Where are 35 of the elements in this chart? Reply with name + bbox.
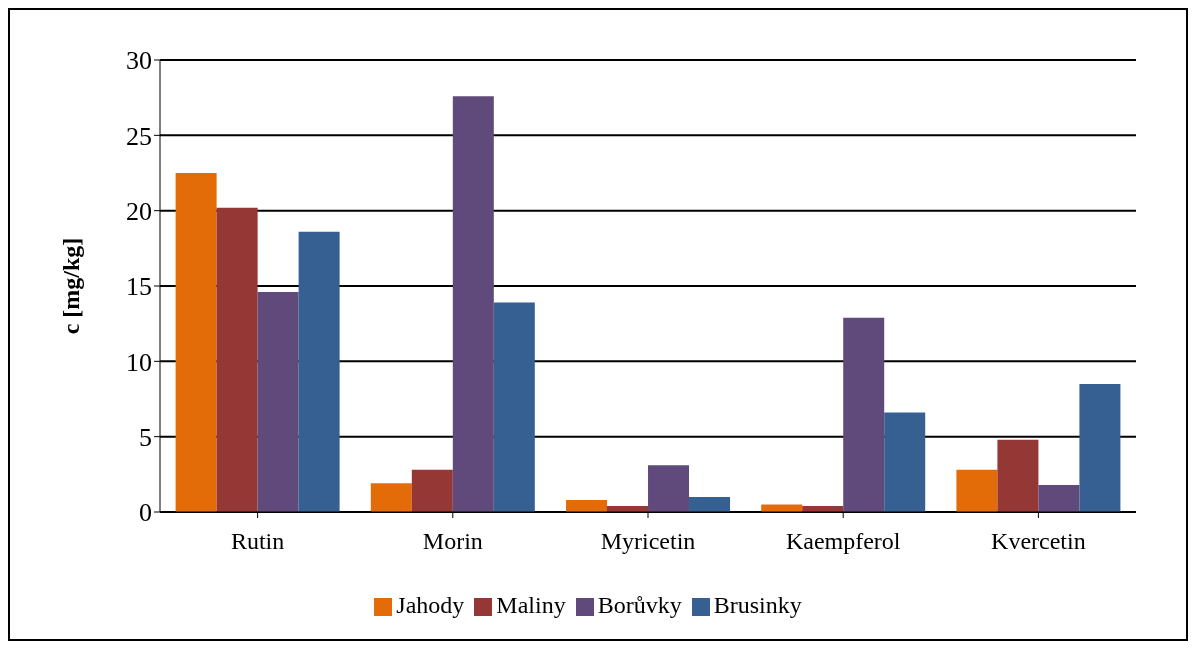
bar xyxy=(884,412,926,512)
y-axis-title: c [mg/kg] xyxy=(57,237,84,335)
bar xyxy=(175,173,217,512)
bar xyxy=(1038,484,1080,512)
bar xyxy=(689,496,731,512)
bar xyxy=(648,465,690,512)
x-tick-label: Myricetin xyxy=(600,528,696,555)
bar xyxy=(761,504,803,512)
y-tick-label: 15 xyxy=(126,272,152,302)
bar xyxy=(452,96,494,512)
bar xyxy=(216,207,258,512)
x-tick-label: Kvercetin xyxy=(991,528,1086,555)
bar xyxy=(411,469,453,512)
y-tick-label: 30 xyxy=(126,46,152,76)
legend-label: Borůvky xyxy=(597,592,682,618)
y-tick-label: 25 xyxy=(126,121,152,151)
bar xyxy=(843,317,885,512)
bar xyxy=(566,499,608,512)
bar xyxy=(493,302,535,512)
legend-label: Jahody xyxy=(396,592,465,618)
y-tick-label: 5 xyxy=(139,422,152,452)
bar xyxy=(257,292,299,512)
legend-label: Maliny xyxy=(496,592,566,618)
x-tick-label: Morin xyxy=(422,528,483,555)
bar xyxy=(370,483,412,512)
x-tick-label: Kaempferol xyxy=(785,528,901,555)
bar xyxy=(956,469,998,512)
bar xyxy=(1079,383,1121,512)
bar xyxy=(298,231,340,512)
bar xyxy=(997,439,1039,512)
x-tick-label: Rutin xyxy=(230,528,285,555)
y-tick-label: 20 xyxy=(126,196,152,226)
y-tick-label: 10 xyxy=(126,347,152,377)
legend-label: Brusinky xyxy=(713,592,802,618)
y-tick-label: 0 xyxy=(139,498,152,528)
